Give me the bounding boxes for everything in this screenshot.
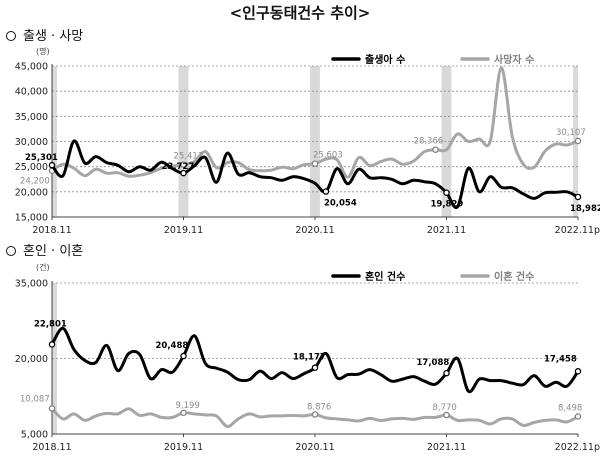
data-label: 17,088	[417, 358, 450, 368]
circle-bullet-icon	[6, 30, 16, 41]
circle-bullet-icon	[6, 245, 16, 256]
data-point-marker	[48, 161, 56, 169]
data-point-marker	[311, 411, 319, 418]
x-tick-label: 2019.11	[164, 225, 203, 236]
y-tick-label: 35,000	[15, 112, 48, 123]
legend-label: 출생아 수	[365, 53, 405, 66]
x-tick-label: 2020.11	[295, 225, 334, 236]
x-tick-label: 2021.11	[427, 225, 466, 236]
y-tick-label: 45,000	[15, 62, 48, 73]
y-tick-label: 35,000	[15, 279, 48, 290]
data-point-marker	[180, 169, 187, 177]
data-point-marker	[443, 369, 450, 377]
data-label: 20,488	[156, 341, 189, 351]
data-point-marker	[180, 352, 187, 360]
section-title-marriages-divorces: 혼인 · 이혼	[6, 240, 83, 259]
highlight-band	[178, 66, 189, 217]
x-tick-label: 2020.11	[295, 442, 334, 453]
data-point-marker	[574, 368, 582, 375]
data-point-marker	[311, 364, 319, 371]
data-label: 24,200	[20, 177, 50, 187]
highlight-band	[310, 66, 320, 217]
x-tick-label: 2021.11	[427, 442, 466, 453]
data-label: 22,801	[34, 319, 67, 329]
x-tick-label: 2022.11p	[555, 442, 600, 453]
data-point-marker	[443, 189, 450, 196]
y-unit-label: (건)	[36, 262, 50, 272]
legend-label: 혼인 건수	[365, 270, 405, 283]
x-tick-label: 2019.11	[164, 442, 203, 453]
highlight-band	[52, 66, 57, 217]
x-tick-label: 2018.11	[32, 225, 71, 236]
page-title: <인구동태건수 추이>	[229, 4, 371, 22]
legend-label: 이혼 건수	[494, 270, 534, 283]
data-point-marker	[48, 341, 56, 348]
marriages-divorces-line-chart: 5,000 20,000 35,000 (건) 2018.11 2019.11 2020.1…	[15, 262, 600, 453]
data-point-marker	[311, 160, 319, 167]
data-point-marker	[322, 188, 330, 195]
data-label: 10,087	[20, 394, 50, 404]
data-label: 9,199	[176, 401, 200, 411]
x-tick-label: 2022.11p	[555, 225, 600, 236]
y-tick-label: 5,000	[21, 430, 48, 441]
y-tick-label: 20,000	[15, 187, 48, 198]
data-point-marker	[432, 146, 439, 153]
y-tick-label: 30,000	[15, 137, 48, 148]
data-label: 18,982	[570, 204, 600, 214]
data-label: 18,177	[293, 353, 326, 363]
data-point-marker	[48, 405, 56, 412]
y-tick-label: 40,000	[15, 87, 48, 98]
highlight-band	[441, 66, 452, 217]
y-unit-label: (명)	[36, 46, 50, 56]
y-tick-label: 20,000	[15, 354, 48, 365]
data-label: 8,876	[307, 402, 331, 412]
section-title-text: 혼인 · 이혼	[23, 244, 84, 259]
x-tick-label: 2018.11	[32, 442, 71, 453]
data-label: 23,727	[162, 162, 195, 172]
data-label: 19,829	[431, 200, 464, 210]
data-point-marker	[574, 137, 582, 145]
data-label: 8,498	[558, 403, 582, 413]
data-point-marker	[180, 161, 187, 168]
section-title-text: 출생 · 사망	[23, 29, 84, 44]
legend-label: 사망자 수	[494, 53, 534, 66]
data-point-marker	[574, 413, 582, 420]
data-label: 25,301	[25, 153, 58, 163]
data-label: 28,366	[414, 137, 444, 147]
data-point-marker	[443, 411, 450, 419]
y-tick-label: 25,000	[15, 162, 48, 173]
series-line-primary	[50, 139, 580, 210]
data-label: 17,458	[544, 354, 577, 364]
births-deaths-line-chart: 15,000 20,000 25,000 30,000 35,000 40,000 45,0…	[15, 46, 600, 236]
data-label: 20,054	[324, 199, 357, 209]
section-title-births-deaths: 출생 · 사망	[6, 25, 83, 44]
data-point-marker	[180, 409, 187, 417]
data-label: 25,603	[313, 151, 343, 161]
data-label: 30,107	[556, 128, 586, 138]
data-point-marker	[574, 193, 582, 201]
highlight-band	[52, 283, 57, 434]
y-tick-label: 15,000	[15, 213, 48, 224]
data-label: 25,412	[174, 152, 204, 162]
data-label: 8,770	[433, 403, 457, 413]
